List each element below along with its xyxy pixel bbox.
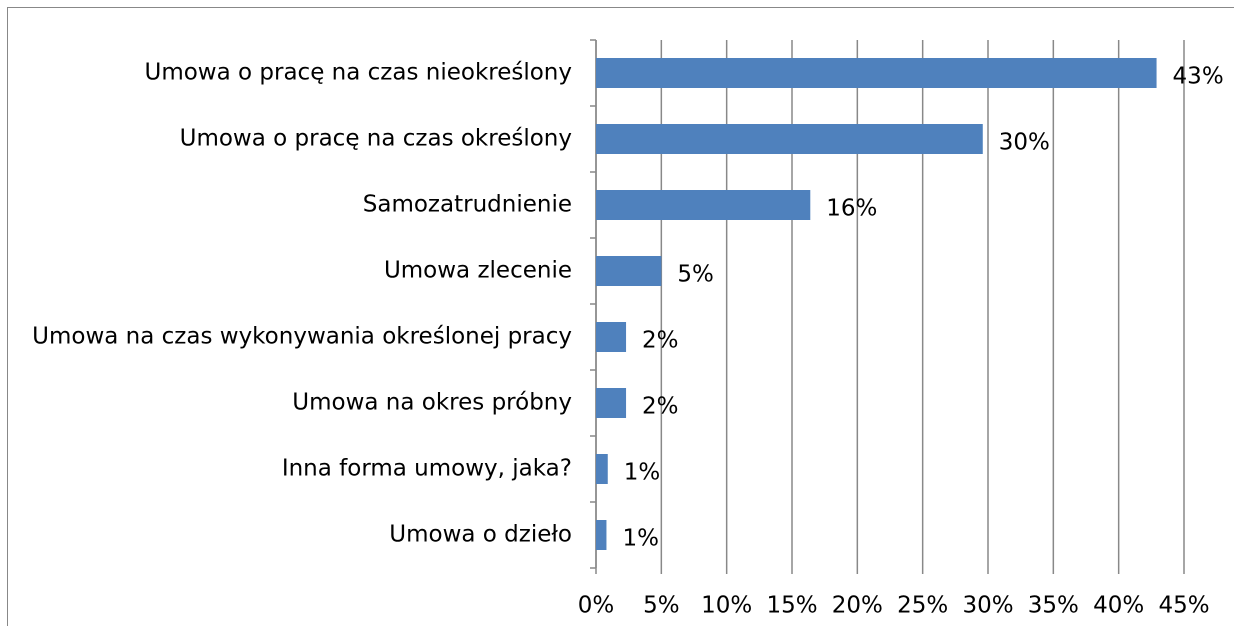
- bar: [596, 322, 627, 352]
- bar: [596, 520, 607, 550]
- y-tick-label: Umowa na czas wykonywania określonej pra…: [32, 324, 572, 350]
- bar: [596, 454, 608, 484]
- x-tick-label: 45%: [1158, 593, 1209, 619]
- bar: [596, 388, 627, 418]
- y-tick-label: Umowa zlecenie: [384, 258, 572, 284]
- bar: [596, 190, 811, 220]
- value-label: 43%: [1173, 64, 1224, 90]
- x-tick-label: 10%: [701, 593, 752, 619]
- x-tick-label: 15%: [766, 593, 817, 619]
- y-tick-label: Umowa o pracę na czas nieokreślony: [145, 60, 573, 86]
- bar: [596, 124, 983, 154]
- y-tick-label: Umowa o dzieło: [389, 522, 572, 548]
- x-tick-label: 25%: [897, 593, 948, 619]
- value-label: 1%: [622, 526, 659, 552]
- y-tick-label: Inna forma umowy, jaka?: [282, 456, 572, 482]
- chart-border: [7, 7, 1234, 626]
- y-tick-label: Samozatrudnienie: [363, 192, 572, 218]
- x-tick-label: 5%: [643, 593, 680, 619]
- x-tick-label: 20%: [832, 593, 883, 619]
- value-label: 2%: [642, 328, 679, 354]
- bar: [596, 256, 662, 286]
- y-tick-label: Umowa o pracę na czas określony: [180, 126, 572, 152]
- x-tick-label: 30%: [962, 593, 1013, 619]
- x-tick-label: 35%: [1028, 593, 1079, 619]
- value-label: 30%: [999, 130, 1050, 156]
- x-tick-label: 40%: [1093, 593, 1144, 619]
- value-label: 5%: [677, 262, 714, 288]
- value-label: 1%: [624, 460, 661, 486]
- bar: [596, 58, 1157, 88]
- value-label: 2%: [642, 394, 679, 420]
- x-tick-label: 0%: [578, 593, 615, 619]
- value-label: 16%: [826, 196, 877, 222]
- y-tick-label: Umowa na okres próbny: [292, 390, 572, 416]
